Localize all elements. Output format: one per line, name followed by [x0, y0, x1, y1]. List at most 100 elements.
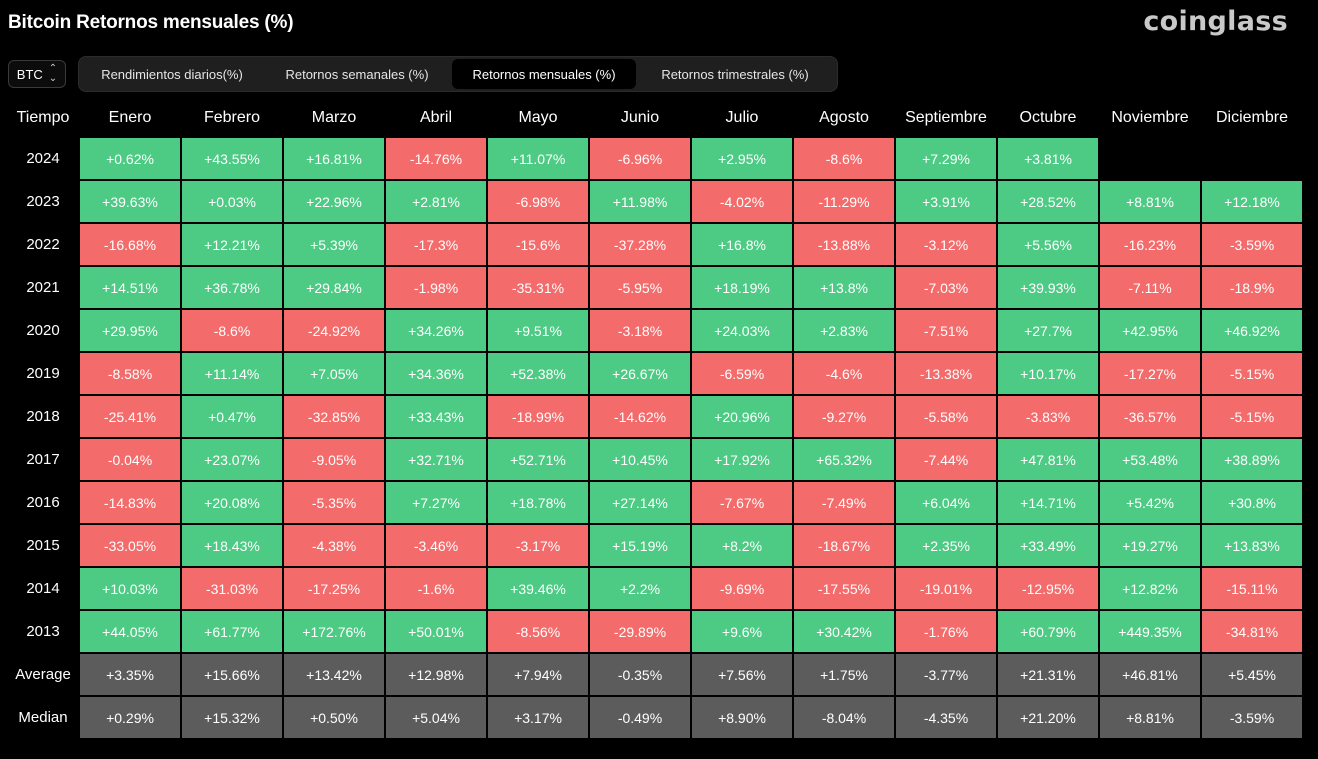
stat-row: Median +0.29% +15.32% +0.50% +5.04% +3.17% -0.…: [8, 697, 1302, 738]
column-header-month: Noviembre: [1111, 108, 1189, 126]
year-label: 2015: [26, 537, 60, 554]
stat-cell: +1.75%: [794, 654, 894, 695]
return-cell: -7.03%: [896, 267, 996, 308]
return-cell: -9.05%: [284, 439, 384, 480]
return-cell: -16.68%: [80, 224, 180, 265]
return-cell: -7.44%: [896, 439, 996, 480]
return-cell: +9.51%: [488, 310, 588, 351]
return-cell: +30.8%: [1202, 482, 1302, 523]
return-cell: -32.85%: [284, 396, 384, 437]
return-cell: +11.98%: [590, 181, 690, 222]
tab-monthly[interactable]: Retornos mensuales (%): [452, 59, 636, 89]
return-cell: +5.39%: [284, 224, 384, 265]
return-cell: +6.04%: [896, 482, 996, 523]
stat-cell: +15.32%: [182, 697, 282, 738]
return-cell: -3.59%: [1202, 224, 1302, 265]
return-cell: +52.71%: [488, 439, 588, 480]
stat-cell: -0.49%: [590, 697, 690, 738]
return-cell: -18.9%: [1202, 267, 1302, 308]
stat-cell: +3.17%: [488, 697, 588, 738]
year-label: 2016: [26, 494, 60, 511]
return-cell: +7.29%: [896, 138, 996, 179]
coin-select-value: BTC: [16, 66, 43, 82]
stat-row: Average +3.35% +15.66% +13.42% +12.98% +7.94%…: [8, 654, 1302, 695]
stat-cell: -3.59%: [1202, 697, 1302, 738]
return-cell: +2.81%: [386, 181, 486, 222]
tab-daily[interactable]: Rendimientos diarios(%): [101, 66, 243, 82]
return-cell: +2.95%: [692, 138, 792, 179]
stat-cell: +8.81%: [1100, 697, 1200, 738]
return-cell: +12.18%: [1202, 181, 1302, 222]
return-cell: -5.58%: [896, 396, 996, 437]
stat-cell: +15.66%: [182, 654, 282, 695]
return-cell: -4.02%: [692, 181, 792, 222]
tab-weekly[interactable]: Retornos semanales (%): [285, 66, 429, 82]
return-cell: -7.49%: [794, 482, 894, 523]
return-cell: +61.77%: [182, 611, 282, 652]
stat-cell: +3.35%: [80, 654, 180, 695]
table-row: 2017 -0.04% +23.07% -9.05% +32.71% +52.71% +10…: [8, 439, 1302, 480]
table-row: 2016 -14.83% +20.08% -5.35% +7.27% +18.78% +27…: [8, 482, 1302, 523]
return-cell: +33.49%: [998, 525, 1098, 566]
return-cell: +39.93%: [998, 267, 1098, 308]
return-cell: +10.17%: [998, 353, 1098, 394]
tab-quarterly[interactable]: Retornos trimestrales (%): [661, 66, 809, 82]
table-row: 2014 +10.03% -31.03% -17.25% -1.6% +39.46% +2.…: [8, 568, 1302, 609]
column-header-month: Abril: [419, 108, 452, 126]
return-cell: +19.27%: [1100, 525, 1200, 566]
return-cell: +7.27%: [386, 482, 486, 523]
return-cell: +27.14%: [590, 482, 690, 523]
return-cell: +60.79%: [998, 611, 1098, 652]
stat-cell: -3.77%: [896, 654, 996, 695]
return-cell: -11.29%: [794, 181, 894, 222]
stat-cell: +13.42%: [284, 654, 384, 695]
return-cell: +13.8%: [794, 267, 894, 308]
return-cell: +9.6%: [692, 611, 792, 652]
return-cell: +10.03%: [80, 568, 180, 609]
return-cell: -9.69%: [692, 568, 792, 609]
return-cell: -25.41%: [80, 396, 180, 437]
return-cell: +30.42%: [794, 611, 894, 652]
return-cell: +65.32%: [794, 439, 894, 480]
column-header-month: Mayo: [518, 108, 558, 126]
return-cell: -19.01%: [896, 568, 996, 609]
return-cell: -3.12%: [896, 224, 996, 265]
return-cell: +12.21%: [182, 224, 282, 265]
return-cell: -15.6%: [488, 224, 588, 265]
return-cell: +18.43%: [182, 525, 282, 566]
return-cell: +29.84%: [284, 267, 384, 308]
return-cell: +12.82%: [1100, 568, 1200, 609]
stat-cell: +0.50%: [284, 697, 384, 738]
table-row: 2020 +29.95% -8.6% -24.92% +34.26% +9.51% -3.1…: [8, 310, 1302, 351]
return-cell: +33.43%: [386, 396, 486, 437]
return-cell: +36.78%: [182, 267, 282, 308]
return-cell: +24.03%: [692, 310, 792, 351]
return-cell: +14.51%: [80, 267, 180, 308]
return-cell: +3.91%: [896, 181, 996, 222]
return-cell: +43.55%: [182, 138, 282, 179]
brand-logo: coinglass: [1143, 6, 1288, 37]
return-cell: -36.57%: [1100, 396, 1200, 437]
returns-table: Tiempo Enero Febrero Marzo Abril Mayo Junio Jul…: [6, 97, 1304, 740]
return-cell: +0.47%: [182, 396, 282, 437]
table-row: 2018 -25.41% +0.47% -32.85% +33.43% -18.99% -1…: [8, 396, 1302, 437]
year-label: 2022: [26, 236, 60, 253]
column-header-month: Septiembre: [905, 108, 987, 126]
return-cell: -17.3%: [386, 224, 486, 265]
return-cell: -14.83%: [80, 482, 180, 523]
return-cell: -7.51%: [896, 310, 996, 351]
coin-select[interactable]: BTC ⌃ ⌄: [8, 60, 66, 88]
stat-cell: +21.20%: [998, 697, 1098, 738]
return-cell: -31.03%: [182, 568, 282, 609]
return-cell: +8.2%: [692, 525, 792, 566]
table-row: 2015 -33.05% +18.43% -4.38% -3.46% -3.17% +15.…: [8, 525, 1302, 566]
stat-cell: +0.29%: [80, 697, 180, 738]
stat-cell: +12.98%: [386, 654, 486, 695]
stat-cell: +7.56%: [692, 654, 792, 695]
column-header-month: Enero: [108, 108, 152, 126]
return-cell: +449.35%: [1100, 611, 1200, 652]
stat-cell: +5.04%: [386, 697, 486, 738]
return-cell: +52.38%: [488, 353, 588, 394]
return-cell: +53.48%: [1100, 439, 1200, 480]
return-cell: +16.8%: [692, 224, 792, 265]
